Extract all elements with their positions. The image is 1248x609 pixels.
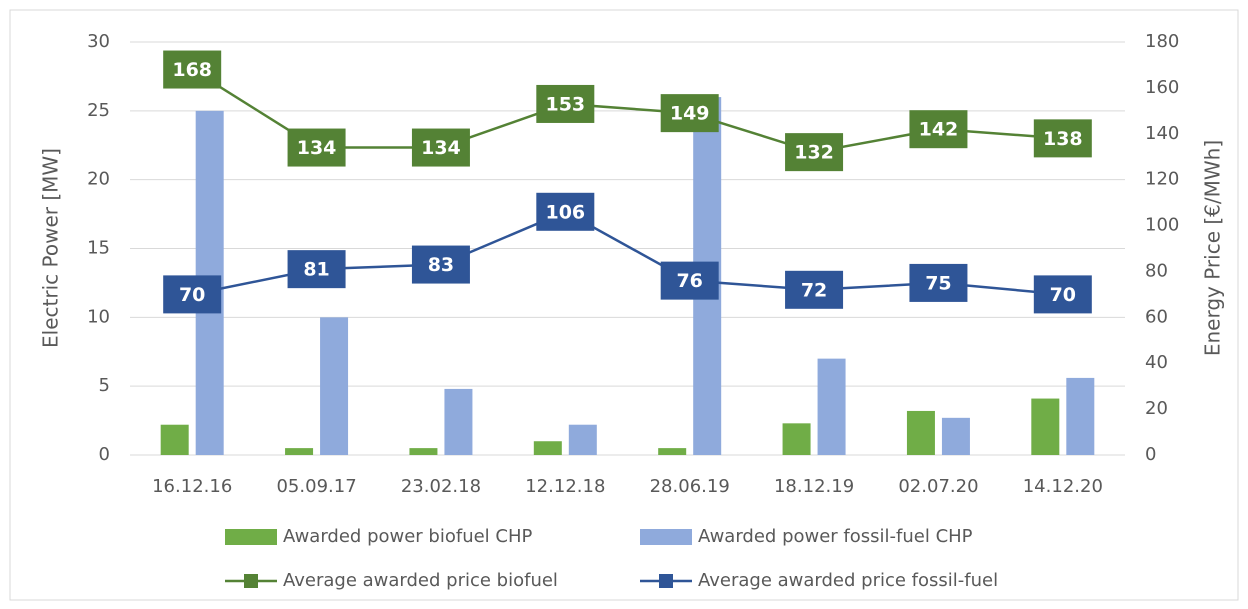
data-label: 132 (794, 142, 834, 164)
legend-marker (244, 574, 258, 588)
bar (568, 424, 597, 455)
y2-tick-label: 120 (1145, 169, 1179, 190)
legend-label: Average awarded price biofuel (283, 570, 558, 591)
data-label-box (1033, 275, 1092, 314)
data-label-box (287, 250, 346, 289)
x-tick-label: 18.12.19 (774, 476, 854, 497)
bar (941, 417, 970, 455)
data-label-box (1033, 119, 1092, 158)
data-label: 153 (545, 93, 585, 115)
data-label-box (411, 128, 470, 167)
x-tick-label: 23.02.18 (401, 476, 481, 497)
data-label: 134 (421, 137, 461, 159)
data-label: 168 (172, 59, 212, 81)
data-label-box (536, 84, 595, 123)
x-tick-label: 02.07.20 (898, 476, 978, 497)
data-label-box (287, 128, 346, 167)
data-label-box (411, 245, 470, 284)
bar (320, 317, 349, 455)
data-label: 70 (179, 284, 205, 306)
y2-tick-label: 40 (1145, 352, 1168, 373)
data-label-box (785, 133, 844, 172)
data-label: 142 (919, 119, 959, 141)
bar (409, 448, 438, 455)
bar (906, 410, 935, 455)
y2-tick-label: 140 (1145, 123, 1179, 144)
data-label: 149 (670, 103, 710, 125)
y2-tick-label: 160 (1145, 77, 1179, 98)
data-label-box (909, 263, 968, 302)
bar (782, 423, 811, 455)
data-label-box (909, 110, 968, 149)
data-label-box (660, 94, 719, 133)
data-label-box (163, 50, 222, 89)
x-tick-label: 05.09.17 (276, 476, 356, 497)
legend-label: Awarded power biofuel CHP (283, 526, 533, 547)
data-label: 106 (545, 201, 585, 223)
data-label-box (536, 192, 595, 231)
bar (285, 448, 314, 455)
y-tick-label: 15 (87, 238, 110, 259)
data-label-box (660, 261, 719, 300)
y2-tick-label: 60 (1145, 306, 1168, 327)
legend-swatch (225, 529, 277, 545)
x-tick-label: 16.12.16 (152, 476, 232, 497)
y2-tick-label: 0 (1145, 444, 1156, 465)
y-tick-label: 5 (99, 375, 110, 396)
y2-tick-label: 80 (1145, 260, 1168, 281)
data-label: 138 (1043, 128, 1083, 150)
y2-tick-label: 180 (1145, 31, 1179, 52)
bar (1066, 377, 1095, 455)
data-label-box (163, 275, 222, 314)
bar (533, 441, 562, 455)
bar (817, 358, 846, 455)
legend-label: Average awarded price fossil-fuel (698, 570, 998, 591)
y2-tick-label: 100 (1145, 215, 1179, 236)
data-label: 81 (303, 259, 329, 281)
x-tick-label: 14.12.20 (1023, 476, 1103, 497)
x-tick-label: 28.06.19 (650, 476, 730, 497)
data-label: 70 (1050, 284, 1076, 306)
legend-marker (659, 574, 673, 588)
data-label: 83 (428, 254, 454, 276)
data-label: 134 (297, 137, 337, 159)
y-tick-label: 0 (99, 444, 110, 465)
x-tick-label: 12.12.18 (525, 476, 605, 497)
y-tick-label: 30 (87, 31, 110, 52)
legend-swatch (640, 529, 692, 545)
bar (160, 424, 189, 455)
bar (658, 448, 687, 455)
bar (444, 388, 473, 455)
data-label: 76 (676, 270, 702, 292)
y-axis-label: Electric Power [MW] (39, 148, 63, 348)
legend-label: Awarded power fossil-fuel CHP (698, 526, 973, 547)
y-tick-label: 20 (87, 169, 110, 190)
bar (1031, 398, 1060, 455)
y2-axis-label: Energy Price [€/MWh] (1201, 140, 1225, 356)
data-label: 72 (801, 279, 827, 301)
data-label-box (785, 270, 844, 309)
y-tick-label: 10 (87, 306, 110, 327)
y2-tick-label: 20 (1145, 398, 1168, 419)
data-label: 75 (925, 272, 951, 294)
y-tick-label: 25 (87, 100, 110, 121)
